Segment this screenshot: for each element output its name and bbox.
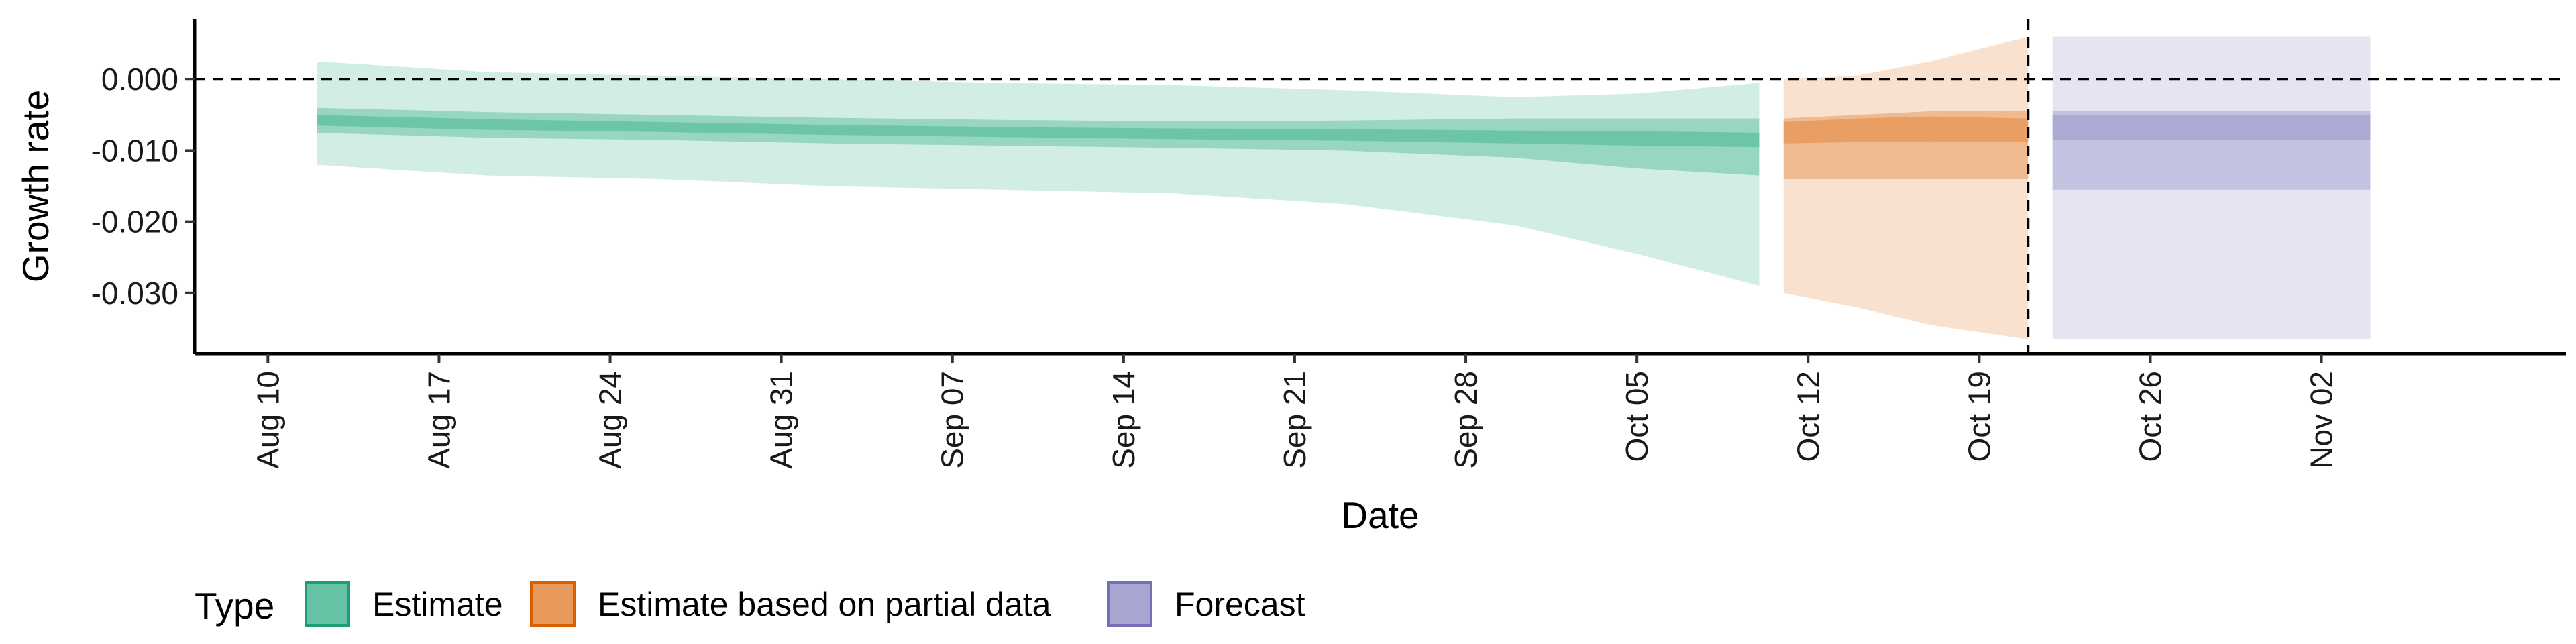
x-tick-label: Sep 28 <box>1448 371 1483 469</box>
axes <box>193 19 2566 356</box>
y-axis-title: Growth rate <box>15 90 56 282</box>
legend-label: Estimate <box>372 586 503 623</box>
x-tick-label: Sep 21 <box>1277 371 1312 469</box>
estimate-based-on-partial-data-band-90 <box>1783 36 2029 339</box>
y-tick-label: 0.000 <box>101 62 178 97</box>
y-tick-label: -0.030 <box>91 276 178 311</box>
legend-title: Type <box>195 585 274 627</box>
legend-label: Estimate based on partial data <box>598 586 1051 623</box>
x-tick-label: Sep 07 <box>935 371 970 469</box>
estimate-band-20 <box>317 115 1760 148</box>
legend: Type Estimate Estimate based on partial d… <box>195 581 1305 627</box>
bands-layer <box>317 36 2371 339</box>
legend-swatch <box>530 581 576 627</box>
x-tick-label: Oct 19 <box>1962 371 1996 462</box>
y-tick-label: -0.020 <box>91 205 178 239</box>
x-tick-label: Sep 14 <box>1106 371 1141 469</box>
forecast-band-20 <box>2052 115 2371 140</box>
legend-swatch <box>1107 581 1152 627</box>
estimate-based-on-partial-data-band-20 <box>1783 116 2029 144</box>
legend-swatch <box>305 581 350 627</box>
x-tick-label: Oct 05 <box>1619 371 1654 462</box>
x-axis-title: Date <box>1341 494 1419 536</box>
x-tick-label: Aug 17 <box>421 371 456 469</box>
y-tick-label: -0.010 <box>91 133 178 168</box>
y-ticks: 0.000 -0.010 -0.020 -0.030 <box>91 62 195 311</box>
x-tick-label: Oct 12 <box>1790 371 1825 462</box>
x-tick-label: Aug 24 <box>593 371 628 469</box>
estimate-band-90 <box>317 61 1760 286</box>
legend-label: Forecast <box>1175 586 1305 623</box>
reference-lines <box>195 19 2566 354</box>
x-tick-label: Aug 10 <box>250 371 285 469</box>
x-tick-label: Oct 26 <box>2133 371 2168 462</box>
x-ticks: Aug 10 Aug 17 Aug 24 Aug 31 Sep 07 Sep 14 Sep … <box>250 354 2339 469</box>
x-tick-label: Aug 31 <box>764 371 799 469</box>
x-tick-label: Nov 02 <box>2304 371 2339 469</box>
